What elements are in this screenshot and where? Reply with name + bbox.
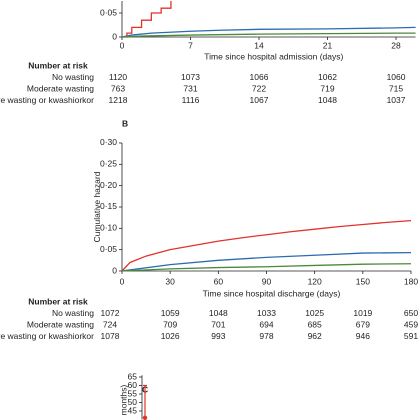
risk-table-title: Number at risk: [28, 60, 88, 70]
x-tick-label: 60: [214, 276, 224, 286]
y-tick-label: 65: [128, 371, 138, 381]
risk-row-label: No wasting: [52, 308, 94, 318]
y-axis-label: Cumulative hazard: [92, 171, 102, 242]
y-tick-label: 0·15: [100, 201, 117, 211]
x-tick-label: 180: [404, 276, 418, 286]
risk-count: 1073: [181, 72, 200, 82]
point: [142, 415, 148, 420]
risk-count: 1060: [387, 72, 406, 82]
y-tick-label: 0·10: [100, 223, 117, 233]
x-tick-label: 0: [120, 276, 125, 286]
x-axis-label: Time since hospital admission (days): [204, 51, 343, 61]
risk-count: 459: [404, 319, 418, 329]
series-line: [121, 220, 412, 272]
risk-count: 685: [308, 319, 322, 329]
risk-count: 1037: [387, 95, 406, 105]
series-line: [121, 263, 412, 272]
risk-count: 1048: [318, 95, 337, 105]
x-tick-label: 120: [308, 276, 322, 286]
panel-label: B: [122, 118, 128, 128]
y-tick-label: 60: [128, 380, 138, 390]
risk-count: 1066: [250, 72, 269, 82]
risk-count: 1019: [353, 308, 372, 318]
risk-count: 701: [211, 319, 225, 329]
y-tick-label: 0·05: [100, 244, 117, 254]
risk-count: 1025: [305, 308, 324, 318]
risk-row-label: Severe wasting or kwashiorkor: [0, 331, 94, 341]
x-tick-label: 21: [323, 40, 333, 50]
risk-count: 1078: [101, 331, 120, 341]
risk-count: 978: [259, 331, 273, 341]
y-tick-label: 0·30: [100, 137, 117, 147]
risk-row-label: Severe wasting or kwashiorkor: [0, 95, 94, 105]
risk-row-label: Moderate wasting: [27, 319, 94, 329]
x-tick-label: 14: [254, 40, 264, 50]
risk-count: 1120: [109, 72, 128, 82]
risk-count: 709: [163, 319, 177, 329]
risk-row-label: Moderate wasting: [27, 83, 94, 93]
x-tick-label: 0: [120, 40, 125, 50]
y-axis-label: months): [118, 384, 128, 415]
risk-table-title: Number at risk: [28, 296, 88, 306]
risk-count: 1218: [109, 95, 128, 105]
risk-count: 1048: [209, 308, 228, 318]
risk-count: 1062: [318, 72, 337, 82]
risk-count: 763: [111, 83, 125, 93]
risk-count: 1026: [161, 331, 180, 341]
risk-count: 1067: [250, 95, 269, 105]
risk-count: 731: [183, 83, 197, 93]
risk-count: 1116: [182, 95, 200, 105]
y-tick-label: 50: [128, 397, 138, 407]
risk-count: 722: [252, 83, 266, 93]
risk-count: 1033: [257, 308, 276, 318]
risk-count: 719: [320, 83, 334, 93]
risk-count: 715: [389, 83, 403, 93]
x-tick-label: 30: [165, 276, 175, 286]
y-tick-label: 0·20: [100, 180, 117, 190]
x-tick-label: 7: [188, 40, 193, 50]
risk-count: 962: [308, 331, 322, 341]
y-tick-label: 45: [128, 405, 138, 415]
risk-count: 993: [211, 331, 225, 341]
risk-count: 1072: [101, 308, 120, 318]
risk-count: 724: [103, 319, 117, 329]
series-line: [121, 26, 416, 38]
y-tick-label: 0·25: [100, 159, 117, 169]
x-tick-label: 28: [391, 40, 401, 50]
y-tick-label: 55: [128, 388, 138, 398]
series-line: [122, 1, 172, 38]
y-tick-label: 0: [112, 31, 117, 41]
risk-count: 946: [356, 331, 370, 341]
x-tick-label: 150: [356, 276, 370, 286]
series-line: [121, 252, 412, 272]
risk-count: 1059: [161, 308, 180, 318]
x-axis-label: Time since hospital discharge (days): [203, 288, 341, 298]
x-tick-label: 90: [262, 276, 272, 286]
y-tick-label: 0·05: [100, 7, 117, 17]
series-line: [121, 32, 416, 38]
risk-count: 679: [356, 319, 370, 329]
risk-count: 694: [259, 319, 273, 329]
risk-count: 650: [404, 308, 418, 318]
risk-row-label: No wasting: [52, 72, 94, 82]
y-tick-label: 0: [112, 265, 117, 275]
risk-count: 591: [404, 331, 418, 341]
